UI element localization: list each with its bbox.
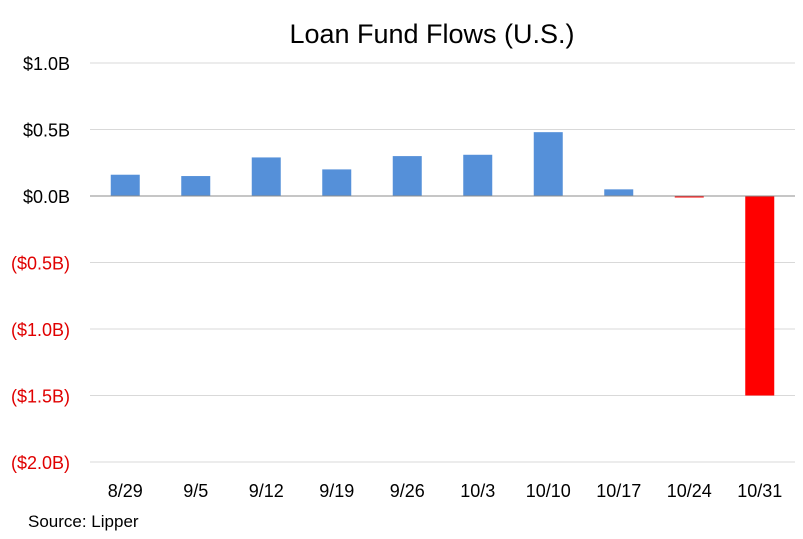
y-tick-label: $1.0B — [23, 54, 70, 74]
x-tick-label: 9/19 — [319, 481, 354, 501]
y-tick-label: $0.5B — [23, 121, 70, 141]
y-tick-label: $0.0B — [23, 187, 70, 207]
bar-8-29 — [110, 174, 140, 196]
x-tick-label: 10/17 — [596, 481, 641, 501]
bar-9-19 — [322, 169, 352, 196]
x-tick-label: 10/24 — [667, 481, 712, 501]
y-tick-label: ($0.5B) — [11, 254, 70, 274]
x-tick-label: 10/31 — [737, 481, 782, 501]
x-tick-label: 8/29 — [108, 481, 143, 501]
y-tick-label: ($2.0B) — [11, 453, 70, 473]
bar-10-31 — [745, 196, 775, 396]
x-tick-label: 9/5 — [183, 481, 208, 501]
x-tick-label: 10/10 — [526, 481, 571, 501]
bar-9-26 — [392, 156, 422, 196]
bar-9-5 — [181, 176, 211, 196]
bars — [110, 132, 775, 396]
chart-title: Loan Fund Flows (U.S.) — [289, 19, 574, 49]
y-tick-label: ($1.5B) — [11, 387, 70, 407]
source-note: Source: Lipper — [28, 512, 139, 531]
x-tick-label: 9/12 — [249, 481, 284, 501]
y-tick-label: ($1.0B) — [11, 320, 70, 340]
x-tick-label: 10/3 — [460, 481, 495, 501]
bar-10-17 — [604, 189, 634, 196]
y-axis-ticks: $1.0B $0.5B $0.0B ($0.5B) ($1.0B) ($1.5B) ($2.… — [11, 54, 70, 473]
bar-10-24 — [674, 196, 704, 198]
x-axis-ticks: 8/29 9/5 9/12 9/19 9/26 10/3 10/10 10/17 10/24 10… — [108, 481, 783, 501]
bar-10-3 — [463, 154, 493, 196]
x-tick-label: 9/26 — [390, 481, 425, 501]
gridlines — [90, 62, 795, 463]
bar-10-10 — [533, 132, 563, 196]
bar-9-12 — [251, 157, 281, 196]
